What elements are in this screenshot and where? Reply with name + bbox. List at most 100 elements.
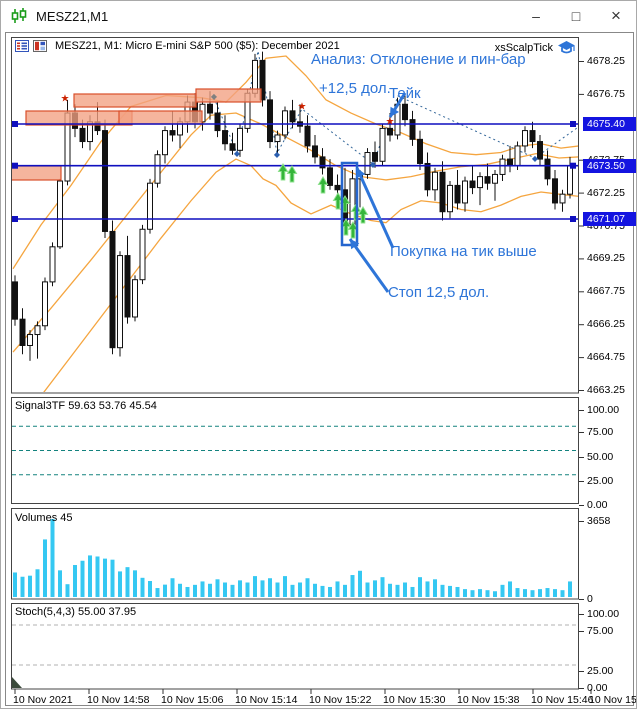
candlestick <box>522 130 528 147</box>
volume-bar <box>388 583 392 597</box>
close-button[interactable]: × <box>611 6 621 25</box>
volume-bar <box>350 575 355 597</box>
candlestick <box>132 279 138 318</box>
supply-zone-rect[interactable] <box>73 93 197 108</box>
volume-bar <box>253 576 257 597</box>
volume-bar <box>163 584 167 597</box>
level-left-handle[interactable] <box>12 121 18 127</box>
time-label: 10 Nov 14:58 <box>87 694 150 706</box>
volume-bar <box>545 588 550 597</box>
stoch-axis-label: 25.00 <box>587 665 614 677</box>
level-right-handle[interactable] <box>570 162 576 169</box>
panel-resize-grip[interactable] <box>12 677 22 688</box>
annotation-pointer-line <box>348 238 390 293</box>
time-label: 10 Nov 15:22 <box>309 694 372 706</box>
candlestick <box>147 182 153 230</box>
volume-bar <box>373 580 377 597</box>
supply-zone-rect[interactable] <box>11 165 62 181</box>
volume-bar <box>365 582 370 597</box>
candlestick <box>424 162 431 191</box>
volume-bar <box>43 539 47 597</box>
level-left-handle[interactable] <box>12 216 18 222</box>
price-tick-label: 4663.25 <box>587 384 625 396</box>
candlestick-logo-icon <box>11 8 27 23</box>
price-level-badge: 4671.07 <box>583 212 636 226</box>
candlestick <box>439 171 446 213</box>
blue-diamond-marker: ◆ <box>274 150 281 159</box>
stoch-panel[interactable] <box>11 603 579 690</box>
zigzag-dotted-line <box>213 50 578 165</box>
volume-bar <box>553 589 557 597</box>
annotation-arrowhead-icon <box>390 106 400 117</box>
time-label: 10 Nov 2021 <box>13 694 73 706</box>
candlestick <box>447 184 453 213</box>
candlestick <box>259 59 266 101</box>
price-tick-label: 4664.75 <box>587 351 625 364</box>
supply-zone-rect[interactable] <box>195 88 262 103</box>
minimize-button[interactable]: – <box>532 8 540 24</box>
stop-annotation: Стоп 12,5 дол. <box>388 284 490 301</box>
volume-bar <box>290 584 295 597</box>
candlestick <box>49 246 56 283</box>
supply-zone-rect[interactable] <box>25 110 133 126</box>
price-tick-label: 4672.25 <box>587 186 625 199</box>
candlestick <box>334 184 341 191</box>
candlestick <box>169 130 176 136</box>
candlestick <box>207 103 213 114</box>
annotation-arrowhead-icon <box>356 168 366 179</box>
price-level-badge: 4675.40 <box>583 117 636 131</box>
volume-bar <box>440 584 445 597</box>
candlestick <box>312 145 318 158</box>
volume-bar <box>305 578 310 597</box>
volumes-label: Volumes 45 <box>15 512 73 524</box>
price-tick-label: 4669.25 <box>587 252 625 265</box>
stoch-axis-label: 75.00 <box>587 625 614 637</box>
volume-bar <box>20 576 25 597</box>
volume-bar <box>313 583 317 597</box>
volumes-axis-label: 0 <box>587 593 593 605</box>
main-chart-panel[interactable] <box>11 37 579 394</box>
chart-header: MESZ21, M1: Micro E-mini S&P 500 ($5): D… <box>15 40 340 52</box>
candlestick <box>409 119 416 140</box>
candlestick <box>432 171 438 191</box>
volume-bar <box>298 582 302 597</box>
volume-bar <box>463 589 467 597</box>
volume-bar <box>343 584 347 597</box>
candlestick <box>252 59 258 94</box>
time-label: 10 Nov 15:14 <box>235 694 298 706</box>
swing-high-star-marker: ★ <box>61 94 70 105</box>
maximize-button[interactable]: □ <box>571 8 581 24</box>
buy-annotation: Покупка на тик выше <box>390 243 537 260</box>
time-label: 10 Nov 15:30 <box>383 694 446 706</box>
volume-bar <box>103 558 107 597</box>
candlestick <box>42 281 48 327</box>
quotes-list-icon[interactable] <box>15 40 29 52</box>
trade-setup-rect[interactable] <box>340 161 359 247</box>
annotation-pointer-line <box>355 167 395 249</box>
candlestick <box>162 130 168 156</box>
level-left-handle[interactable] <box>12 162 18 169</box>
candlestick <box>507 158 513 167</box>
candlestick <box>274 134 281 143</box>
window-titlebar[interactable]: MESZ21,M1 – □ × <box>1 1 636 31</box>
volume-bar <box>538 589 542 597</box>
volume-bar <box>425 581 430 597</box>
volume-bar <box>515 588 520 597</box>
level-right-handle[interactable] <box>570 216 576 222</box>
level-right-handle[interactable] <box>570 121 576 127</box>
volume-bar <box>95 556 100 597</box>
candlestick <box>492 173 498 184</box>
candlestick <box>117 255 123 349</box>
volume-bar <box>133 570 137 597</box>
chart-window-icon[interactable] <box>33 40 47 52</box>
volume-bar <box>110 559 115 597</box>
signal-axis-label: 50.00 <box>587 451 614 463</box>
volume-bar <box>485 590 490 597</box>
buy-signal-arrow-icon <box>317 176 329 194</box>
candlestick <box>417 138 423 164</box>
candlestick <box>282 110 288 136</box>
supply-zone-rect[interactable] <box>118 110 203 125</box>
candlestick <box>484 176 491 184</box>
volume-bar <box>260 580 265 597</box>
